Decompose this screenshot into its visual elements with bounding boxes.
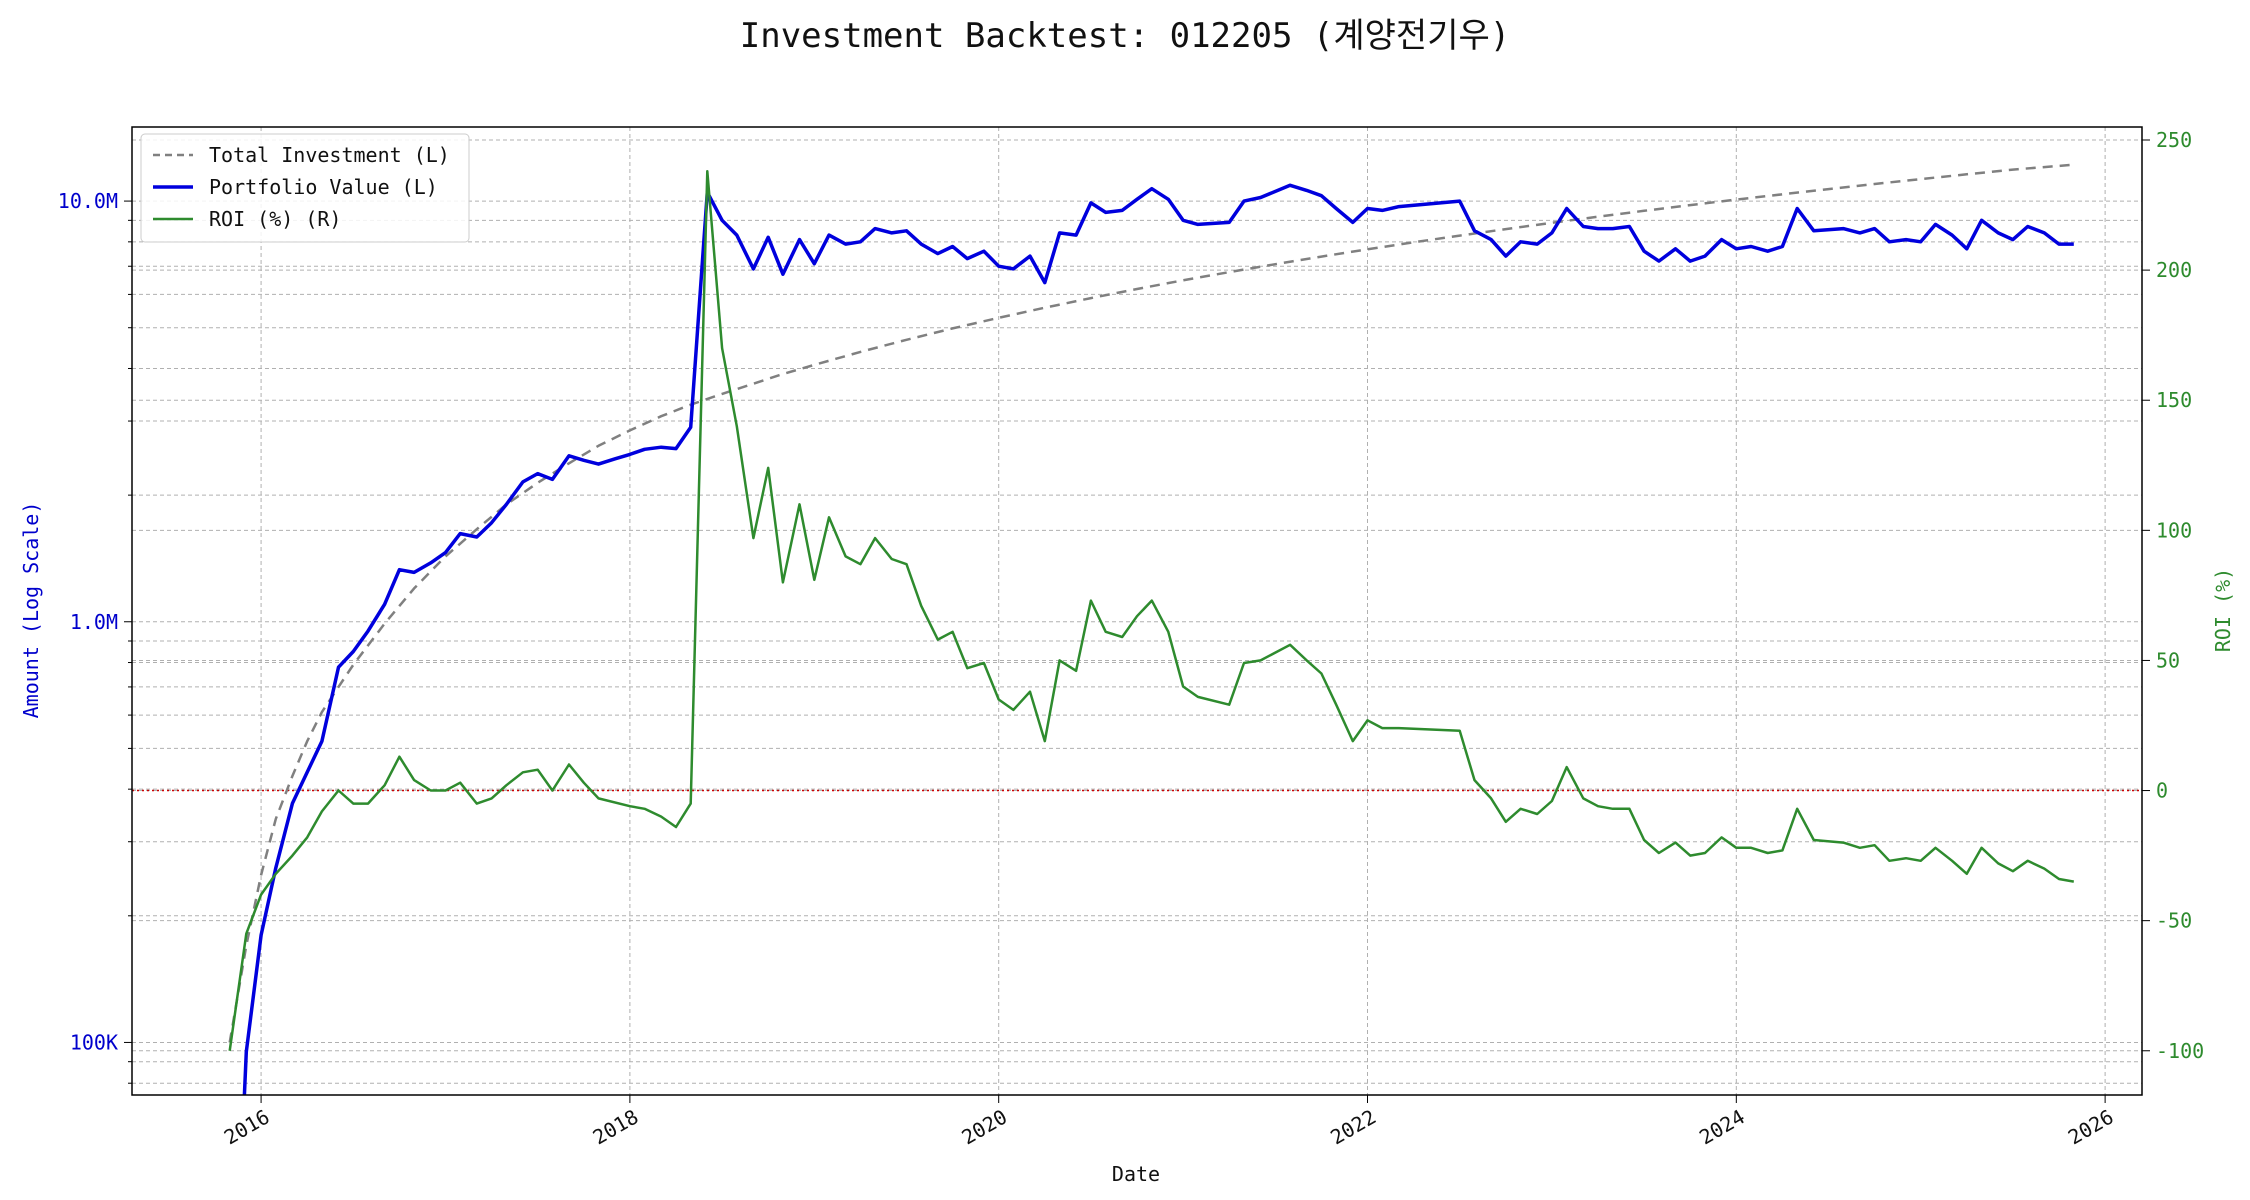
right-axis-label: ROI (%)	[2211, 568, 2235, 652]
left-axis-label: Amount (Log Scale)	[19, 502, 43, 719]
total-investment-line	[228, 163, 2074, 1043]
plot-frame	[131, 126, 2143, 1096]
portfolio-value-line	[242, 183, 2074, 1095]
grid	[132, 127, 2142, 1095]
left-tick-label: 1.0M	[70, 610, 118, 634]
legend-box	[140, 133, 470, 243]
tick-layer: -100 -50 0 50 100 150 200 250 2016 2018 2020 2022 20…	[58, 128, 2204, 1149]
x-tick-label: 2022	[1326, 1105, 1380, 1150]
legend-label: Total Investment (L)	[209, 143, 450, 167]
series-layer	[228, 163, 2075, 1095]
right-tick-label: -100	[2156, 1039, 2204, 1063]
right-tick-label: 250	[2156, 128, 2192, 152]
right-tick-label: -50	[2156, 909, 2192, 933]
x-tick-label: 2018	[589, 1105, 643, 1150]
right-tick-label: 50	[2156, 648, 2180, 672]
left-tick-label: 10.0M	[58, 189, 118, 213]
right-tick-label: 0	[2156, 779, 2168, 803]
right-tick-label: 200	[2156, 258, 2192, 282]
roi-line	[228, 169, 2075, 1051]
legend: Total Investment (L) Portfolio Value (L) R…	[140, 133, 470, 243]
x-tick-label: 2026	[2064, 1105, 2118, 1150]
legend-label: Portfolio Value (L)	[209, 175, 438, 199]
x-tick-label: 2020	[957, 1105, 1011, 1150]
left-tick-label: 100K	[70, 1030, 118, 1054]
x-tick-label: 2016	[220, 1105, 274, 1150]
x-tick-label: 2024	[1695, 1105, 1749, 1150]
x-axis-label: Date	[1112, 1162, 1160, 1186]
right-tick-label: 100	[2156, 518, 2192, 542]
right-tick-label: 150	[2156, 388, 2192, 412]
legend-label: ROI (%) (R)	[209, 207, 341, 231]
chart-title: Investment Backtest: 012205 (계양전기우)	[740, 16, 1511, 56]
